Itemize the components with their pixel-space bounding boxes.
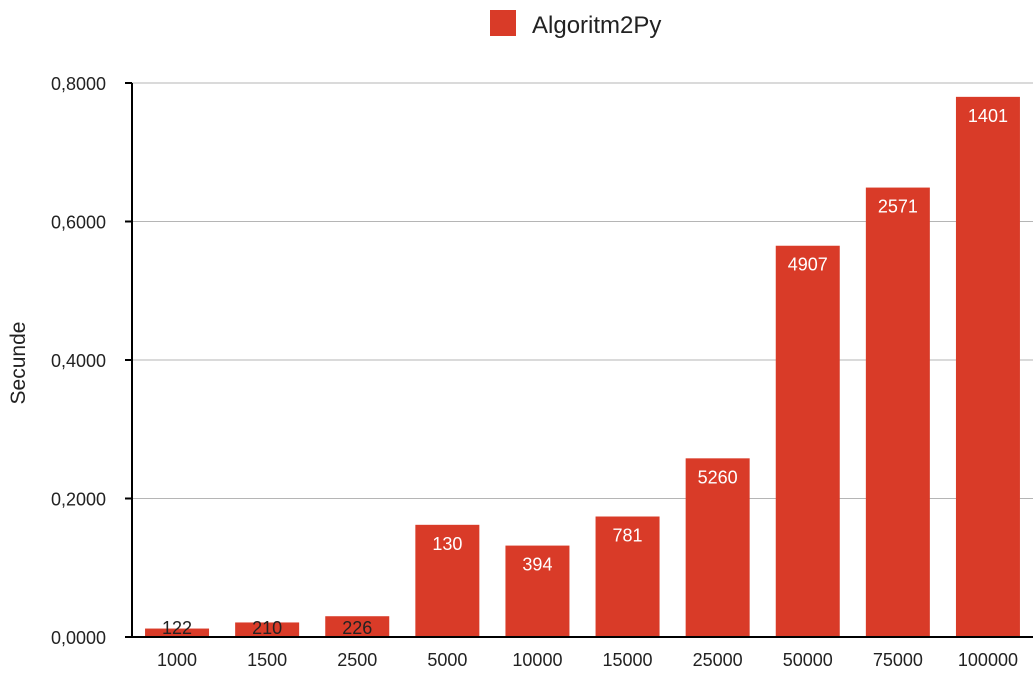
- bar-15000: [595, 516, 660, 637]
- data-label-15000: 781: [613, 526, 643, 546]
- data-label-75000: 2571: [878, 197, 918, 217]
- legend-swatch: [490, 10, 516, 36]
- x-tick-label: 10000: [512, 650, 562, 669]
- data-label-2500: 226: [342, 618, 372, 638]
- data-label-25000: 5260: [698, 467, 738, 487]
- legend: Algoritm2Py: [490, 10, 661, 39]
- bar-data-labels: 122 210 226 130 394 781 5260 4907 2571 1401: [162, 106, 1008, 638]
- x-tick-label: 1500: [247, 650, 287, 669]
- data-label-50000: 4907: [788, 255, 828, 275]
- bar-100000: [955, 96, 1020, 638]
- x-tick-label: 5000: [427, 650, 467, 669]
- data-label-1000: 122: [162, 618, 192, 638]
- x-tick-label: 2500: [337, 650, 377, 669]
- bar-2500: [325, 616, 390, 637]
- data-label-1500: 210: [252, 618, 282, 638]
- bar-1000: [145, 628, 210, 637]
- x-tick-label: 100000: [958, 650, 1018, 669]
- y-tick-label: 0,8000: [51, 74, 106, 94]
- data-label-5000: 130: [432, 534, 462, 554]
- x-tick-label: 15000: [603, 650, 653, 669]
- bar-5000: [415, 524, 480, 637]
- y-tick-label: 0,6000: [51, 213, 106, 233]
- data-label-100000: 1401: [968, 106, 1008, 126]
- y-axis-title: Secunde: [7, 322, 30, 405]
- y-tick-label: 0,4000: [51, 351, 106, 371]
- bar-50000: [775, 245, 840, 638]
- x-tick-label: 1000: [157, 650, 197, 669]
- bar-75000: [865, 187, 930, 637]
- legend-label: Algoritm2Py: [532, 12, 661, 39]
- data-label-10000: 394: [522, 555, 552, 575]
- y-tick-labels: 0,0000 0,2000 0,4000 0,6000 0,8000: [51, 74, 132, 648]
- y-tick-label: 0,2000: [51, 490, 106, 510]
- x-tick-labels: 1000 1500 2500 5000 10000 15000 25000 50000 7500…: [157, 650, 1018, 670]
- bar-10000: [505, 545, 570, 637]
- bars: [145, 96, 1020, 638]
- y-tick-label: 0,0000: [51, 628, 106, 648]
- bar-25000: [685, 458, 750, 637]
- bar-1500: [235, 622, 300, 637]
- x-tick-label: 50000: [783, 650, 833, 669]
- x-tick-label: 25000: [693, 650, 743, 669]
- x-tick-label: 75000: [873, 650, 923, 669]
